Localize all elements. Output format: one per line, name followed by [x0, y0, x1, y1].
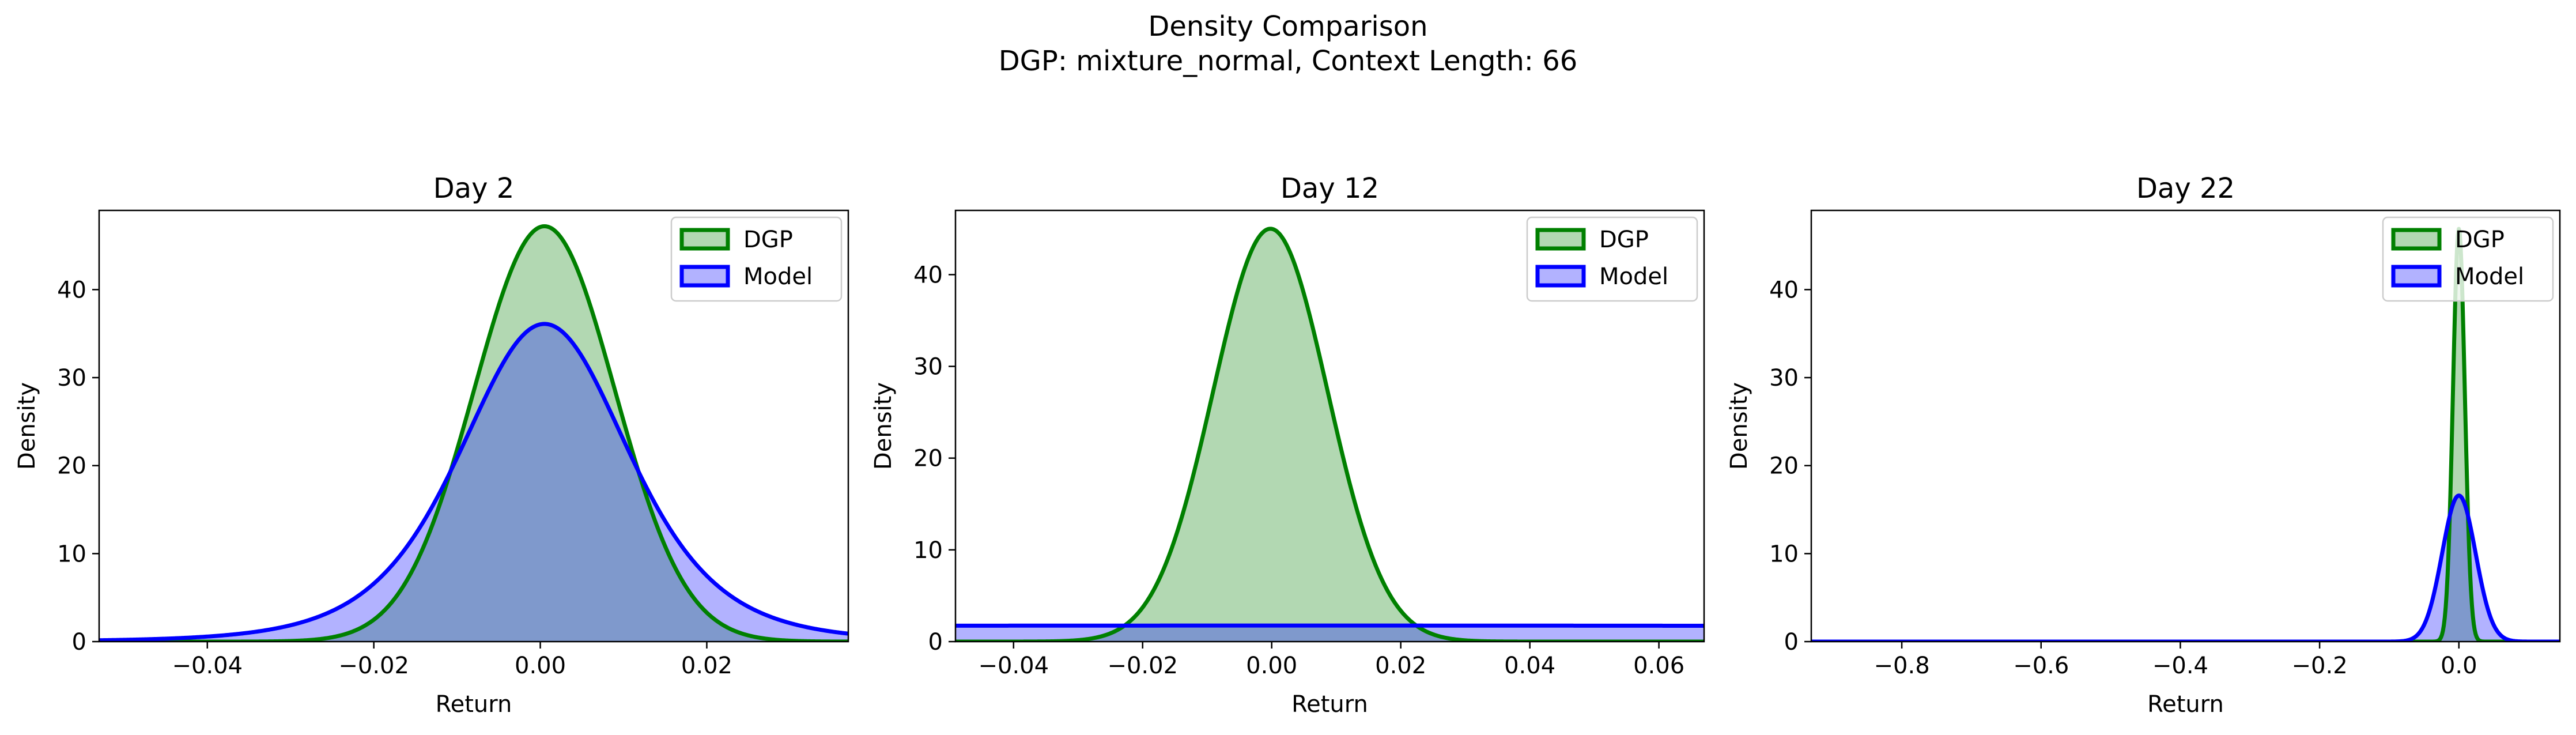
subplot-title: Day 12 [1281, 172, 1379, 205]
legend-swatch-model [2391, 265, 2442, 288]
overlap-area [955, 625, 1704, 642]
x-axis-label: Return [1291, 691, 1368, 718]
legend-label-model: Model [743, 263, 813, 290]
legend-swatch-model [1535, 265, 1586, 288]
axes-frame [1810, 209, 2561, 643]
overlap-area [99, 323, 848, 642]
y-tick-label: 30 [1769, 365, 1799, 391]
dgp-area [955, 228, 1704, 642]
x-tick-label: 0.02 [1375, 653, 1426, 679]
y-tick-label: 0 [1784, 629, 1799, 655]
subplot-2: −0.04 −0.02 0.00 0.02 0.04 0.06 0 10 20 30 40 Day 1… [870, 172, 1705, 718]
legend-swatch-model [679, 265, 730, 288]
model-line [1811, 493, 2560, 642]
y-tick-label: 10 [1769, 541, 1799, 567]
y-tick-label: 20 [1769, 453, 1799, 480]
x-tick-label: −0.02 [338, 653, 409, 679]
x-tick-label: −0.02 [1107, 653, 1178, 679]
y-axis-label: Density [1726, 382, 1752, 470]
legend-label-dgp: DGP [743, 227, 793, 253]
x-tick-label: −0.04 [978, 653, 1049, 679]
model-area [1811, 495, 2560, 642]
x-axis-label: Return [436, 691, 512, 718]
x-tick-label: 0.0 [2441, 653, 2477, 679]
subplot-3: −0.8 −0.6 −0.4 −0.2 0.0 0 10 20 30 40 Day 22 Return… [1726, 172, 2561, 718]
legend-swatch-dgp [2391, 228, 2442, 251]
y-tick-label: 0 [928, 629, 943, 655]
subplot-title: Day 2 [433, 172, 515, 205]
legend-label-model: Model [1599, 263, 1668, 290]
y-tick-label: 0 [72, 629, 86, 655]
model-line [99, 322, 848, 642]
x-tick-label: 0.00 [1246, 653, 1297, 679]
y-tick-label: 30 [57, 365, 86, 391]
x-tick-label: 0.04 [1504, 653, 1555, 679]
x-tick-label: −0.04 [172, 653, 243, 679]
axes-frame [98, 209, 849, 643]
x-tick-label: −0.4 [2152, 653, 2208, 679]
x-tick-label: 0.02 [681, 653, 732, 679]
y-axis-label: Density [14, 382, 40, 470]
legend: DGP Model [670, 216, 843, 302]
subplot-title: Day 22 [2136, 172, 2235, 205]
plot-area [955, 227, 1704, 642]
subplot-1: −0.04 −0.02 0.00 0.02 0 10 20 30 40 Day 2 Return De… [14, 172, 849, 718]
figure-subtitle: DGP: mixture_normal, Context Length: 66 [999, 45, 1578, 77]
y-axis-label: Density [870, 382, 897, 470]
legend: DGP Model [1526, 216, 1698, 302]
figure-title: Density Comparison [1148, 10, 1427, 43]
y-tick-label: 40 [913, 262, 943, 288]
legend-swatch-dgp [679, 228, 730, 251]
x-tick-label: −0.6 [2013, 653, 2069, 679]
y-tick-label: 20 [57, 453, 86, 480]
x-axis-label: Return [2147, 691, 2224, 718]
axes-frame [954, 209, 1705, 643]
x-tick-label: −0.2 [2292, 653, 2348, 679]
legend-label-dgp: DGP [1599, 227, 1649, 253]
y-tick-label: 40 [1769, 277, 1799, 303]
x-tick-label: 0.06 [1633, 653, 1684, 679]
y-tick-label: 10 [57, 541, 86, 567]
y-tick-label: 20 [913, 446, 943, 472]
x-tick-label: −0.8 [1874, 653, 1930, 679]
y-tick-label: 10 [913, 537, 943, 564]
legend-label-dgp: DGP [2455, 227, 2505, 253]
y-tick-label: 30 [913, 354, 943, 380]
legend: DGP Model [2382, 216, 2554, 302]
dgp-line [955, 227, 1704, 642]
x-tick-label: 0.00 [515, 653, 566, 679]
y-tick-label: 40 [57, 277, 86, 303]
legend-swatch-dgp [1535, 228, 1586, 251]
legend-label-model: Model [2455, 263, 2524, 290]
